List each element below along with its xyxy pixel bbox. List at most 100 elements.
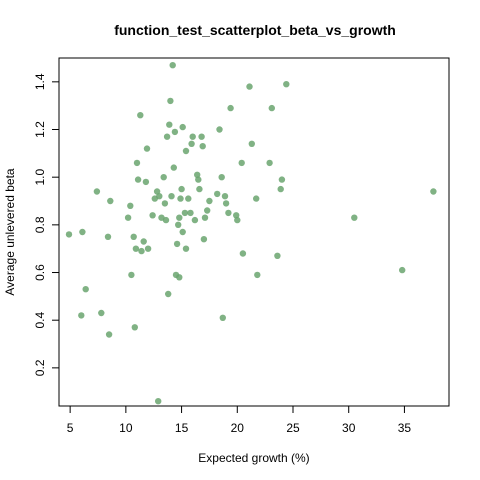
- data-point: [98, 309, 105, 317]
- data-point: [198, 133, 205, 140]
- data-point: [206, 197, 213, 205]
- data-point: [170, 164, 177, 171]
- data-point: [160, 174, 167, 181]
- data-point: [227, 104, 234, 112]
- data-point: [156, 193, 163, 200]
- y-tick-label: 0.2: [33, 359, 47, 376]
- data-point: [283, 81, 290, 88]
- y-tick-label: 0.4: [33, 312, 47, 329]
- data-point: [221, 193, 229, 200]
- chart-title: function_test_scatterplot_beta_vs_growth: [114, 22, 396, 38]
- y-tick-label: 1.2: [33, 121, 47, 138]
- data-point: [234, 216, 241, 224]
- data-point: [254, 271, 261, 279]
- data-point: [194, 171, 201, 178]
- data-point: [78, 312, 85, 319]
- data-point: [222, 200, 230, 207]
- data-point: [161, 200, 169, 207]
- x-axis-label: Expected growth (%): [198, 451, 309, 465]
- data-point: [179, 228, 186, 236]
- data-point: [107, 197, 114, 205]
- x-tick-label: 25: [286, 421, 300, 435]
- data-point: [239, 250, 247, 257]
- data-point: [178, 185, 185, 193]
- y-tick-label: 0.6: [33, 264, 47, 281]
- data-point: [169, 61, 176, 69]
- data-point: [93, 188, 101, 195]
- plot-frame: [58, 57, 450, 407]
- data-point: [177, 195, 184, 202]
- data-point: [179, 123, 186, 131]
- data-point: [196, 185, 203, 193]
- data-point: [176, 214, 183, 221]
- data-point: [132, 245, 140, 252]
- data-point: [165, 290, 172, 298]
- x-tick-label: 35: [398, 421, 412, 435]
- data-point: [233, 212, 240, 219]
- data-point: [268, 104, 275, 112]
- data-point: [195, 176, 202, 183]
- x-tick-label: 10: [119, 421, 133, 435]
- data-point: [200, 236, 208, 243]
- data-point: [266, 159, 273, 167]
- x-tick-label: 15: [175, 421, 189, 435]
- data-point: [238, 159, 245, 167]
- y-axis: 0.2 0.4 0.6 0.8 1.0 1.2 1.4: [33, 73, 60, 376]
- data-point: [182, 245, 190, 252]
- data-point: [65, 231, 73, 238]
- data-point: [173, 240, 181, 248]
- data-point: [166, 121, 173, 128]
- data-point: [171, 128, 179, 136]
- data-point: [189, 133, 196, 140]
- data-point: [142, 178, 150, 186]
- data-point: [131, 324, 138, 331]
- data-point: [188, 140, 195, 147]
- data-point: [128, 271, 135, 279]
- data-point: [430, 188, 437, 195]
- data-point: [181, 209, 189, 217]
- data-point: [105, 331, 113, 338]
- data-point: [399, 266, 406, 274]
- data-point: [204, 207, 211, 214]
- data-point: [278, 176, 286, 183]
- data-point: [137, 112, 144, 119]
- x-tick-label: 5: [67, 421, 74, 435]
- data-point: [176, 274, 183, 281]
- data-point: [185, 195, 192, 202]
- data-point: [79, 228, 86, 236]
- data-point: [351, 214, 358, 221]
- y-axis-label: Average unlevered beta: [3, 168, 17, 296]
- data-point: [104, 233, 112, 240]
- data-point: [248, 140, 255, 147]
- data-point: [201, 214, 209, 221]
- data-points: [65, 61, 437, 405]
- data-point: [124, 214, 132, 221]
- data-point: [219, 314, 226, 321]
- y-tick-label: 0.8: [33, 216, 47, 233]
- data-point: [246, 83, 253, 90]
- data-point: [277, 185, 284, 193]
- y-tick-label: 1.0: [33, 169, 47, 186]
- data-point: [143, 145, 151, 152]
- data-point: [138, 247, 145, 255]
- data-point: [187, 209, 194, 217]
- data-point: [214, 190, 221, 198]
- x-tick-label: 20: [231, 421, 245, 435]
- x-axis: 5 10 15 20 25 30 35: [67, 405, 412, 435]
- data-point: [127, 202, 134, 209]
- data-point: [225, 209, 232, 217]
- data-point: [133, 159, 141, 167]
- data-point: [167, 97, 174, 105]
- data-point: [182, 147, 190, 155]
- data-point: [140, 238, 147, 245]
- data-point: [216, 126, 223, 133]
- x-tick-label: 30: [342, 421, 356, 435]
- data-point: [82, 286, 89, 293]
- data-point: [162, 216, 170, 224]
- data-point: [253, 195, 260, 202]
- data-point: [175, 221, 182, 228]
- data-point: [218, 174, 225, 181]
- data-point: [168, 193, 175, 200]
- data-point: [155, 398, 162, 405]
